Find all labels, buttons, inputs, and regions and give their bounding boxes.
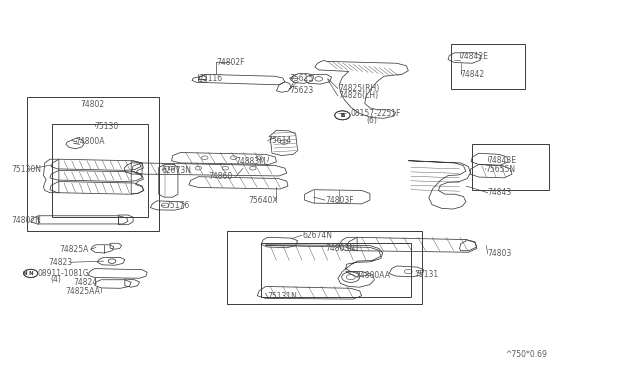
- Text: 74803N: 74803N: [325, 244, 355, 253]
- Text: 75116: 75116: [198, 74, 223, 83]
- Text: 75131: 75131: [415, 270, 439, 279]
- Text: 75131N: 75131N: [268, 292, 298, 301]
- Text: 74803F: 74803F: [325, 196, 354, 205]
- Text: 74825(RH): 74825(RH): [338, 84, 379, 93]
- Text: (6): (6): [366, 116, 377, 125]
- Text: 74823: 74823: [48, 258, 72, 267]
- Text: 74824: 74824: [74, 278, 98, 287]
- Text: 08157-2251F: 08157-2251F: [351, 109, 401, 118]
- Text: 74803: 74803: [488, 249, 512, 258]
- Text: 74802: 74802: [80, 100, 104, 109]
- Text: 75640X: 75640X: [248, 196, 278, 205]
- Text: 74826(LH): 74826(LH): [338, 92, 378, 100]
- Text: 75615: 75615: [289, 74, 314, 83]
- Text: 75655N: 75655N: [485, 165, 515, 174]
- Text: B: B: [340, 113, 344, 118]
- Text: B: B: [340, 113, 344, 118]
- Text: 62674N: 62674N: [302, 231, 332, 240]
- Text: 74825A: 74825A: [59, 245, 88, 254]
- Text: 75623: 75623: [289, 86, 314, 94]
- Text: 75130N: 75130N: [12, 165, 42, 174]
- Text: 74842: 74842: [461, 70, 485, 79]
- Text: 74800A: 74800A: [76, 137, 105, 146]
- Text: 74825AA: 74825AA: [65, 287, 100, 296]
- Text: N: N: [22, 271, 27, 276]
- Text: 74883M: 74883M: [236, 157, 266, 166]
- Text: (4): (4): [50, 275, 61, 284]
- Text: 74842E: 74842E: [460, 52, 488, 61]
- Text: 62673N: 62673N: [162, 166, 192, 174]
- Text: 74802N: 74802N: [12, 216, 42, 225]
- Text: 74802F: 74802F: [216, 58, 245, 67]
- Text: 08911-1081G: 08911-1081G: [37, 269, 89, 278]
- Text: ^750*0.69: ^750*0.69: [506, 350, 547, 359]
- Text: N: N: [28, 271, 33, 276]
- Text: 74800AA: 74800AA: [355, 271, 390, 280]
- Text: 74843E: 74843E: [488, 156, 516, 165]
- Text: 75130: 75130: [95, 122, 119, 131]
- Text: 75614: 75614: [268, 136, 292, 145]
- Text: 74843: 74843: [488, 188, 512, 197]
- Text: 75176: 75176: [165, 201, 189, 210]
- Text: 74860: 74860: [208, 172, 232, 181]
